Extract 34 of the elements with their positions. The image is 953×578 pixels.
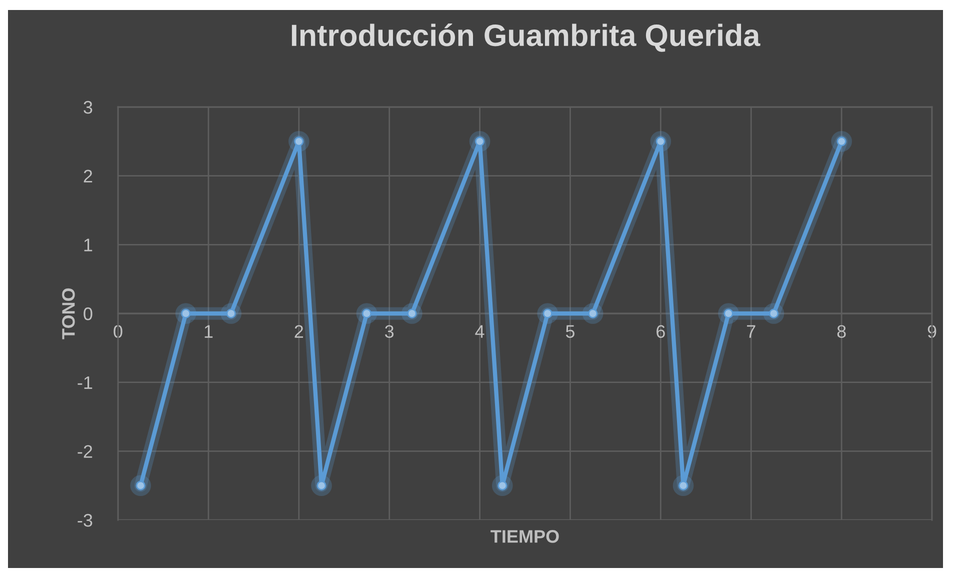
point: [175, 303, 196, 324]
x-tick-label: 1: [204, 325, 213, 338]
point: [130, 475, 152, 496]
point: [469, 131, 490, 152]
x-tick-label: 2: [294, 325, 304, 338]
chart-title: Introducción Guambrita Querida: [292, 23, 760, 52]
y-tick-label: 0: [84, 307, 92, 320]
y-axis-title: TONO: [62, 288, 75, 340]
y-tick-label: 1: [84, 238, 92, 252]
point: [650, 131, 672, 152]
x-tick-label: 4: [475, 325, 484, 338]
point: [672, 475, 694, 496]
point: [582, 303, 604, 324]
y-tick-label: 2: [84, 170, 92, 182]
point: [356, 303, 378, 324]
point: [220, 303, 242, 324]
x-tick-label: 6: [656, 325, 665, 338]
point: [492, 475, 513, 496]
y-tick-label: -1: [78, 376, 92, 389]
point: [402, 303, 422, 324]
y-tick-label: -3: [78, 514, 92, 527]
point: [288, 131, 310, 152]
x-axis-title: TIEMPO: [490, 530, 559, 543]
point: [763, 303, 784, 324]
y-tick-label: 3: [84, 100, 92, 114]
point: [311, 475, 332, 496]
point: [831, 131, 852, 152]
point: [718, 303, 739, 324]
x-tick-label: 7: [747, 325, 756, 338]
x-tick-label: 8: [837, 325, 846, 338]
point: [537, 303, 558, 324]
x-tick-label: 3: [385, 325, 394, 338]
x-tick-label: 5: [566, 325, 574, 338]
y-tick-label: -2: [78, 445, 92, 458]
